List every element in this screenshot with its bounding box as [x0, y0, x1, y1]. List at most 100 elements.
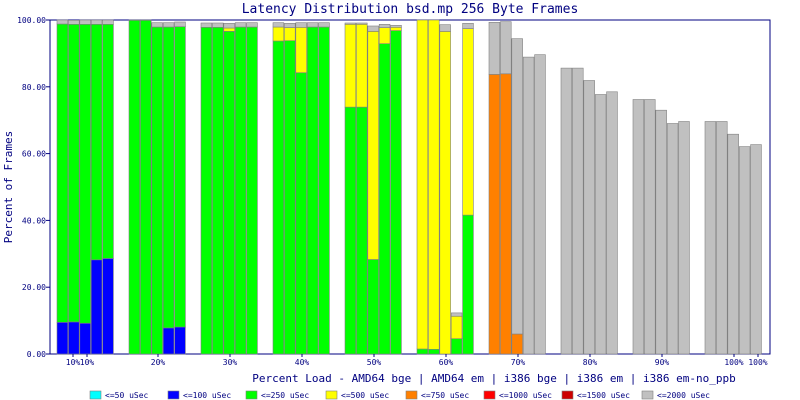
bar-segment-20pct-3-green [151, 26, 163, 355]
bar-segment-70pct-1-orange [488, 74, 501, 355]
y-axis: 0.00 20.00 40.00 60.00 80.00 100.00 [17, 16, 50, 359]
bar-segment-10pct-3-green [79, 23, 91, 324]
y-tick-label: 80.00 [22, 83, 46, 92]
bar-segment-100pct-5-gray [750, 144, 762, 355]
bar-segment-20pct-4-blue [162, 327, 175, 355]
bar-segment-20pct-3-gray [151, 22, 163, 28]
bar-segment-20pct-5-green [174, 26, 186, 328]
bar-segment-80pct-4-gray [594, 94, 607, 355]
bar-segment-50pct-1-yellow [344, 23, 357, 108]
legend-swatch [405, 390, 418, 400]
bar-segment-30pct-5-gray [246, 22, 258, 28]
x-tick-label: 40% [295, 358, 310, 367]
bar-segment-50pct-4-green [378, 43, 391, 355]
bar-segment-40pct-2-green [284, 40, 296, 355]
bar-segment-60pct-4-gray [450, 312, 463, 317]
bar-segment-30pct-4-green [234, 26, 247, 355]
bar-segment-60pct-3-yellow [439, 31, 451, 355]
legend-label: <=250 uSec [261, 391, 309, 400]
bar-segment-40pct-3-gray [295, 22, 307, 28]
legend-swatch [245, 390, 258, 400]
x-tick-label: 50% [367, 358, 382, 367]
bar-segment-100pct-3-gray [727, 133, 739, 355]
y-axis-label: Percent of Frames [2, 131, 15, 244]
legend-swatch [641, 390, 654, 400]
bar-segment-60pct-5-yellow [462, 28, 474, 216]
bar-segment-20pct-4-gray [162, 22, 175, 28]
bar-segment-70pct-3-gray [511, 38, 523, 335]
bar-segment-40pct-1-gray [272, 22, 285, 28]
bar-segment-30pct-3-yellow [223, 27, 235, 32]
chart-title: Latency Distribution bsd.mp 256 Byte Fra… [242, 2, 579, 17]
bar-segment-30pct-2-green [212, 26, 224, 355]
bar-segment-100pct-1-gray [704, 121, 717, 355]
legend-label: <=100 uSec [183, 391, 231, 400]
bar-segment-50pct-5-green [390, 30, 402, 355]
bar-segment-10pct-4-green [90, 23, 103, 261]
x-tick-label: 60% [439, 358, 454, 367]
bar-segment-50pct-5-yellow [390, 26, 402, 31]
bar-segment-90pct-3-gray [655, 109, 667, 355]
bar-segment-20pct-2-green [140, 19, 152, 355]
bar-segment-10pct-1-blue [56, 321, 69, 355]
x-tick-label: 70% [511, 358, 526, 367]
bar-segment-100pct-2-gray [716, 121, 728, 355]
bar-segment-10pct-5-blue [102, 258, 114, 355]
bar-segment-50pct-5-gray [390, 24, 402, 28]
bar-segment-50pct-4-yellow [378, 27, 391, 45]
bar-segment-40pct-4-gray [306, 22, 319, 28]
y-tick-label: 20.00 [22, 283, 46, 292]
legend-label: <=1000 uSec [499, 391, 552, 400]
legend-swatch [483, 390, 496, 400]
y-tick-label: 100.00 [17, 16, 46, 25]
plot-area-frame [49, 19, 771, 355]
bar-segment-40pct-2-gray [284, 22, 296, 28]
bar-segment-10pct-3-blue [79, 322, 91, 355]
x-tick-label: 10% [66, 358, 81, 367]
y-tick-label: 60.00 [22, 150, 46, 159]
bar-segment-40pct-1-yellow [272, 26, 285, 42]
legend-swatch [325, 390, 338, 400]
y-tick-label: 0.00 [27, 350, 46, 359]
bar-segment-40pct-2-yellow [284, 27, 296, 42]
bar-segment-10pct-1-gray [56, 19, 69, 25]
bar-segment-30pct-1-green [200, 26, 213, 355]
bar-segment-30pct-1-gray [200, 22, 213, 28]
legend: <=50 uSec <=100 uSec <=250 uSec <=500 uSec <… [89, 390, 710, 400]
legend-label: <=500 uSec [341, 391, 389, 400]
bar-segment-50pct-3-green [367, 259, 379, 355]
bar-segment-60pct-1-green [416, 348, 429, 355]
x-axis: 10% 10% 20% 30% 40% 50% 60% 70% 80% 90% 100% 100% [66, 354, 768, 367]
x-axis-label: Percent Load - AMD64 bge | AMD64 em | i3… [252, 372, 735, 385]
bar-segment-80pct-5-gray [606, 91, 618, 355]
bar-segment-20pct-5-gray [174, 21, 186, 27]
x-tick-label: 100% [748, 358, 767, 367]
bar-segment-70pct-3-orange [511, 333, 523, 355]
bar-segment-90pct-4-gray [666, 123, 679, 355]
bar-segment-40pct-3-green [295, 72, 307, 355]
x-tick-label: 30% [223, 358, 238, 367]
bar-segment-60pct-1-yellow [416, 19, 429, 350]
bar-segment-90pct-2-gray [644, 99, 656, 355]
bar-segment-60pct-3-gray [439, 24, 451, 32]
bar-segment-90pct-5-gray [678, 121, 690, 355]
legend-swatch [89, 390, 102, 400]
bar-segment-60pct-4-yellow [450, 315, 463, 339]
bar-segment-40pct-5-gray [318, 22, 330, 28]
bar-segment-10pct-4-gray [90, 19, 103, 25]
bar-segment-20pct-4-green [162, 26, 175, 329]
bar-segment-10pct-5-gray [102, 19, 114, 25]
x-tick-label: 100% [724, 358, 743, 367]
bar-segment-50pct-2-green [356, 106, 368, 355]
bar-segment-30pct-3-green [223, 31, 235, 355]
bar-segment-60pct-5-gray [462, 22, 474, 29]
bar-segment-10pct-2-green [68, 23, 80, 323]
bar-segment-50pct-1-gray [344, 22, 357, 25]
legend-label: <=1500 uSec [577, 391, 630, 400]
bar-segment-100pct-4-gray [738, 146, 751, 355]
bar-segment-70pct-4-gray [522, 56, 535, 355]
bar-segment-30pct-3-gray [223, 22, 235, 29]
legend-label: <=750 uSec [421, 391, 469, 400]
bar-layer [56, 19, 762, 355]
